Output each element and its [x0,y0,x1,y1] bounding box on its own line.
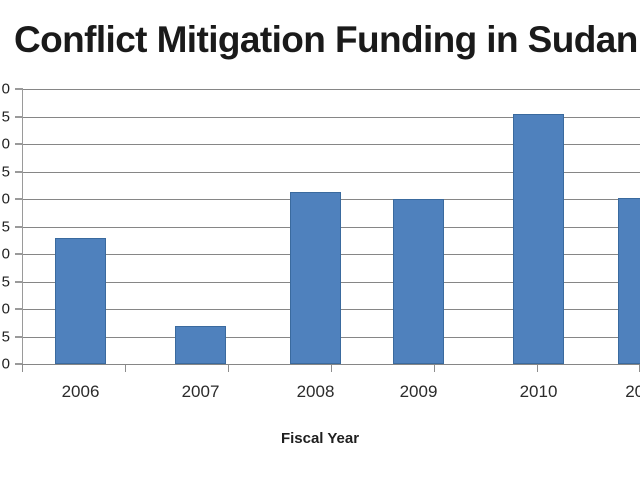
x-axis-category-label: 2007 [181,382,220,401]
y-axis-label: 0 [1,190,10,208]
gridline [22,171,640,173]
x-axis-tick [22,365,23,372]
x-axis-tick [434,365,435,372]
y-axis-tick [15,115,23,118]
y-axis-label: 5 [1,328,10,345]
x-axis-category-label: 2011 [625,382,640,401]
bar[interactable] [618,197,640,364]
y-axis-tick [15,308,23,310]
y-axis-tick [15,280,23,283]
bar[interactable] [393,199,444,364]
y-axis-label: 5 [1,163,10,180]
y-axis-tick [15,198,23,200]
x-axis-tick [331,365,332,372]
y-axis-tick [15,253,23,255]
y-axis-tick [15,335,23,338]
y-axis-label: 0 [1,245,10,263]
y-axis-label: 5 [1,273,10,290]
x-axis-tick [537,365,538,372]
y-axis-tick [15,170,23,173]
gridline [22,144,640,145]
y-axis-label: 0 [1,135,10,153]
y-axis-tick [15,225,23,228]
y-axis-label: 5 [1,108,10,125]
x-axis-category-label: 2008 [296,382,335,401]
x-axis-category-label: 2009 [399,382,438,401]
gridline [22,89,640,90]
y-axis-tick [15,363,23,365]
y-axis-tick [15,88,23,90]
x-axis-category-label: 2010 [519,382,558,401]
bar[interactable] [55,237,106,364]
bar[interactable] [513,113,564,364]
y-axis-label: 0 [1,355,10,373]
x-axis-tick [228,365,229,372]
y-axis-label: 0 [1,300,10,318]
x-axis-category-label: 2006 [61,382,100,401]
chart-title: Conflict Mitigation Funding in Sudan [14,19,638,60]
y-axis-label: 5 [1,218,10,235]
x-axis-line [22,364,640,365]
gridline [22,116,640,118]
bar[interactable] [290,192,341,364]
y-axis-label: 0 [1,80,10,98]
x-axis-tick [125,365,126,372]
y-axis-labels: 0 5 0 5 0 5 0 5 0 5 0 [2,81,15,373]
y-axis-tick [15,143,23,145]
bar[interactable] [175,325,226,364]
x-axis-title: Fiscal Year [280,430,360,447]
